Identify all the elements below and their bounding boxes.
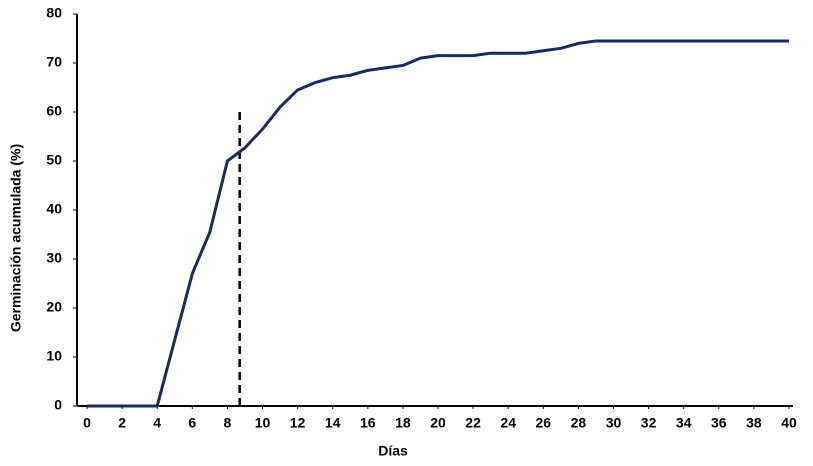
x-tick-label: 22 [465,415,481,431]
x-tick-label: 10 [255,415,271,431]
line [87,39,789,408]
x-tick-label: 4 [153,415,161,431]
y-tick-label: 80 [46,5,62,21]
x-tick-label: 26 [536,415,552,431]
x-tick-label: 36 [711,415,727,431]
x-axis-label: Días [378,443,408,459]
y-tick-label: 0 [54,397,62,413]
x-tick-label: 18 [395,415,411,431]
y-tick-label: 50 [46,152,62,168]
x-tick-label: 40 [781,415,797,431]
x-tick-label: 14 [325,415,341,431]
y-axis-label: Germinación acumulada (%) [8,144,24,332]
y-tick-label: 30 [46,250,62,266]
x-tick-label: 12 [290,415,306,431]
x-tick-label: 16 [360,415,376,431]
x-tick-label: 34 [676,415,692,431]
x-tick-label: 38 [746,415,762,431]
y-tick-label: 40 [46,201,62,217]
x-tick-label: 30 [606,415,622,431]
x-tick-label: 24 [500,415,516,431]
y-tick-label: 70 [46,54,62,70]
x-tick-label: 0 [83,415,91,431]
x-tick-label: 32 [641,415,657,431]
x-tick-label: 28 [571,415,587,431]
x-tick-label: 2 [118,415,126,431]
x-tick-label: 6 [188,415,196,431]
y-tick-label: 60 [46,103,62,119]
y-tick-label: 20 [46,299,62,315]
y-tick-label: 10 [46,348,62,364]
x-tick-label: 8 [224,415,232,431]
x-tick-label: 20 [430,415,446,431]
